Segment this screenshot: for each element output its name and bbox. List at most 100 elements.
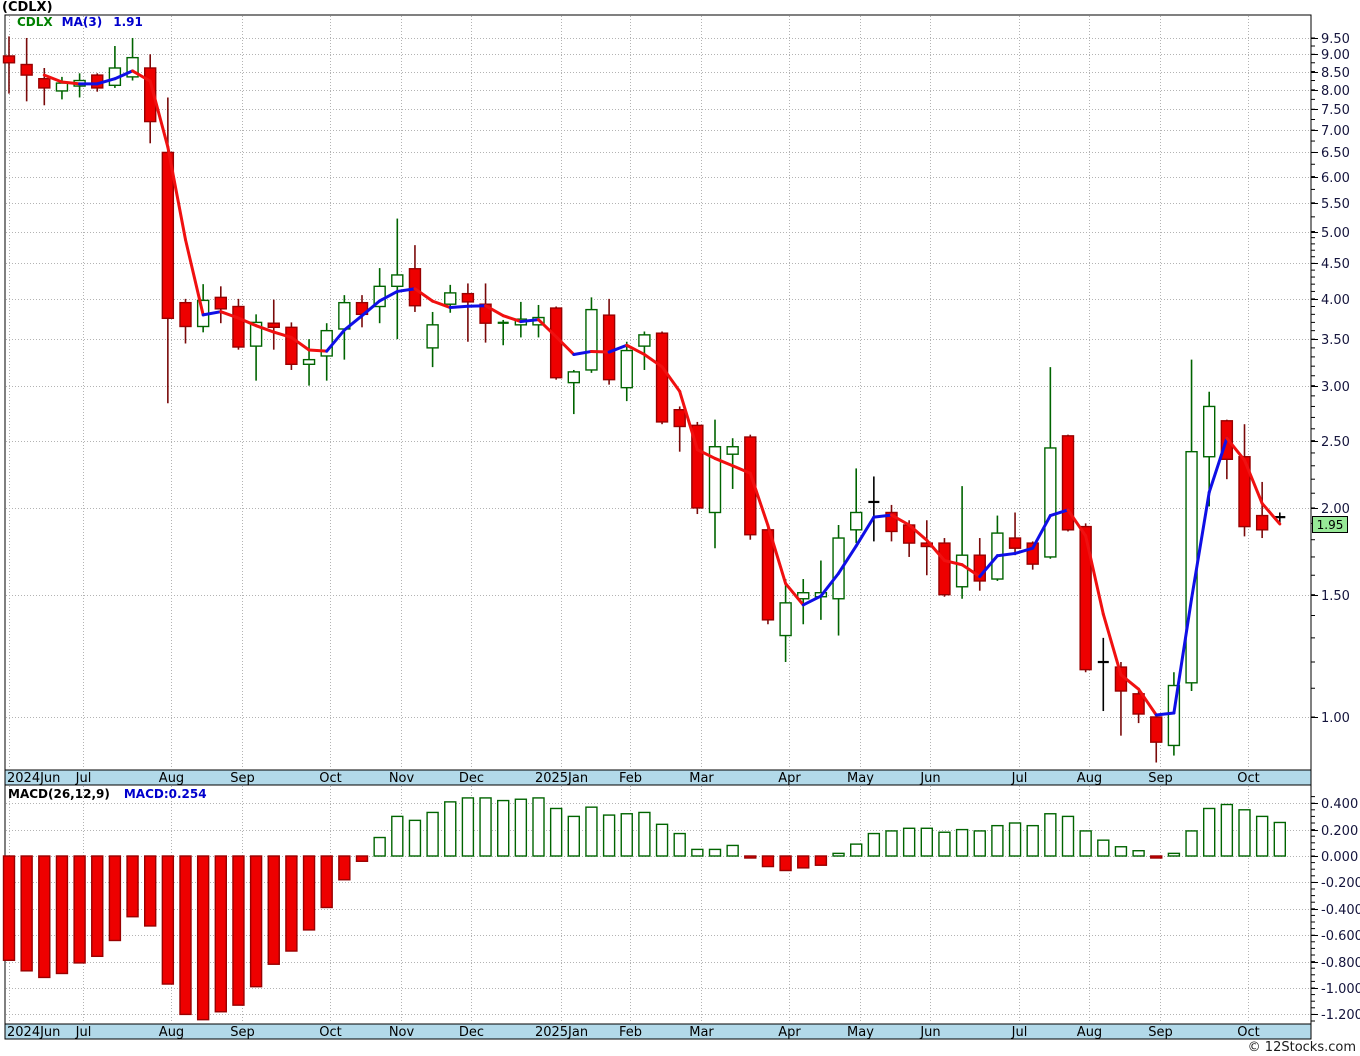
macd-bar-negative [126,855,139,918]
price-axis-label: 3.50 [1321,333,1350,348]
candle-body [1238,456,1251,528]
candle-body [232,305,245,348]
candle-body [655,332,669,423]
macd-bar-positive [726,844,739,857]
macd-bar-positive [1044,813,1057,857]
macd-bar-negative [1150,855,1163,859]
macd-bar-negative [267,855,280,965]
ma-line-segment [748,471,770,528]
candle-body [1132,693,1145,715]
macd-bar-positive [461,797,475,857]
macd-bar-negative [179,855,192,1016]
candle-body [779,602,792,637]
ma-line-segment [501,314,523,324]
macd-bar-positive [549,807,563,857]
ma-line-segment [1031,514,1052,550]
price-axis-label: 2.50 [1321,435,1350,450]
ma-line-segment [60,80,82,86]
macd-bar-positive [532,797,545,857]
ma-line-segment [42,73,64,84]
timeline-strip-bottom [4,1023,1312,1040]
price-axis-label: 7.50 [1321,103,1350,118]
ma-line-segment [307,348,329,353]
candle-body [1008,537,1022,549]
candle-body [638,334,651,347]
macd-bar-positive [902,827,916,857]
macd-bar-positive [708,848,722,857]
candle-body [708,446,722,514]
macd-bar-negative [20,855,33,972]
month-label: Sep [1148,771,1173,786]
macd-bar-negative [761,855,775,868]
watermark: © 12Stocks.com [1247,1040,1356,1055]
macd-axis-label: 0.200 [1321,824,1358,839]
macd-bar-negative [744,855,757,859]
price-axis-label: 1.00 [1321,711,1350,726]
ma-line-segment [325,328,346,353]
macd-bar-positive [514,798,528,857]
candle-body [285,326,298,365]
ma-line-segment [537,318,558,339]
macd-bar-positive [373,836,386,857]
ma-value: 1.91 [113,15,143,29]
macd-bar-positive [1202,807,1216,857]
macd-bar-negative [232,855,245,1006]
ma-line-segment [766,524,788,586]
candle-body [214,296,228,310]
ma-line-segment [289,335,311,352]
macd-axis-label: 0.400 [1321,797,1358,812]
candle-body [549,307,563,379]
macd-bar-negative [320,855,333,909]
macd-bar-negative [2,855,16,961]
macd-bar-negative [55,855,69,975]
ma-line-segment [554,335,576,356]
ma-label: MA(3) [61,15,103,29]
macd-bar-positive [567,815,580,857]
candle-body [850,511,863,531]
ma-line-segment [272,330,293,339]
timeline-strip-top [4,769,1312,786]
candle-body [143,67,157,123]
ma-line-segment [201,310,223,317]
candle-body [55,82,69,92]
ma-line-segment [431,299,452,310]
month-label: Mar [689,1025,714,1040]
ma-line-segment [1207,436,1229,494]
ma-line-segment [978,554,999,578]
macd-bar-positive [1097,839,1110,857]
macd-bar-positive [1132,850,1145,857]
macd-bar-positive [479,797,492,857]
month-label: 2024Jun [7,771,60,786]
month-label: 2025Jan [535,1025,588,1040]
ma-line-segment [625,343,646,356]
ma-line-segment [731,464,752,475]
candle-body [461,292,475,303]
ma-line-segment [837,544,858,575]
ma-line-segment [819,571,841,598]
ma-line-segment [925,538,946,563]
macd-bar-negative [38,855,51,979]
macd-label: MACD(26,12,9) [8,787,110,801]
price-chart-legend: CDLX MA(3) 1.91 [17,15,143,29]
macd-bar-negative [249,855,263,988]
price-axis-label: 4.50 [1321,257,1350,272]
candle-body [444,292,457,305]
ma-line-segment [236,316,258,328]
macd-axis-label: -1.200 [1321,1008,1360,1023]
macd-bar-negative [214,855,228,1013]
ma-line-segment [254,324,276,334]
macd-bar-positive [620,813,633,857]
month-label: Oct [319,1025,341,1040]
price-axis-label: 5.00 [1321,226,1350,241]
ma-line-segment [342,314,364,332]
month-label: Mar [689,771,714,786]
month-label: Aug [1077,771,1102,786]
candle-body [20,63,33,76]
price-axis-label: 5.50 [1321,197,1350,212]
price-axis-label: 8.00 [1321,84,1350,99]
macd-bar-positive [585,806,598,857]
last-price-tag: 1.95 [1312,516,1348,533]
macd-bar-positive [867,832,881,857]
macd-bar-positive [1220,803,1234,857]
